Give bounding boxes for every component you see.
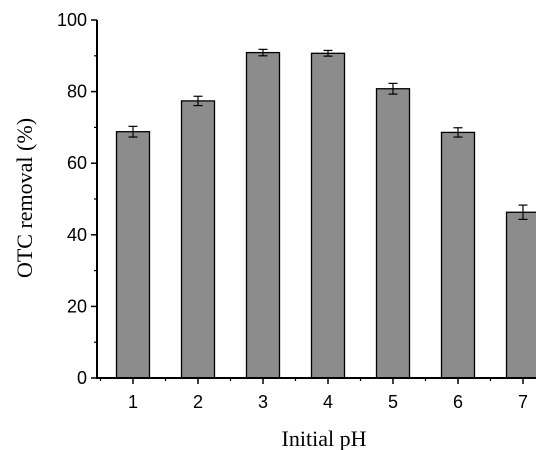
- x-tick-label: 5: [388, 392, 398, 412]
- y-tick-label: 20: [67, 296, 87, 316]
- error-bars-group: [128, 48, 528, 221]
- y-tick-label: 60: [67, 153, 87, 173]
- bar-3: [245, 51, 281, 379]
- x-axis-label: Initial pH: [282, 426, 367, 450]
- y-tick-label: 100: [57, 10, 87, 30]
- x-tick-label: 1: [128, 392, 138, 412]
- error-bar-2: [193, 95, 203, 107]
- x-tick-label: 6: [453, 392, 463, 412]
- error-bar-3: [258, 48, 268, 57]
- y-tick-label: 0: [77, 368, 87, 388]
- axes-group: 0 20 40 60 80 100 1 2 3 4 5 6 7: [57, 10, 536, 412]
- error-bar-4: [323, 49, 333, 57]
- error-bar-1: [128, 125, 138, 138]
- y-tick-label: 40: [67, 225, 87, 245]
- bar-7: [505, 211, 536, 379]
- error-bar-7: [518, 204, 528, 221]
- x-tick-label: 2: [193, 392, 203, 412]
- x-tick-label: 4: [323, 392, 333, 412]
- bar-1: [115, 131, 151, 379]
- x-tick-label: 3: [258, 392, 268, 412]
- error-bar-5: [388, 82, 398, 95]
- bar-2: [180, 100, 216, 379]
- bar-5: [375, 88, 411, 379]
- x-tick-label: 7: [518, 392, 528, 412]
- error-bar-6: [453, 127, 463, 138]
- bar-4: [310, 52, 346, 379]
- bars-group: [115, 51, 536, 379]
- bar-6: [440, 131, 476, 379]
- y-tick-label: 80: [67, 82, 87, 102]
- y-axis-label: OTC removal (%): [12, 118, 37, 278]
